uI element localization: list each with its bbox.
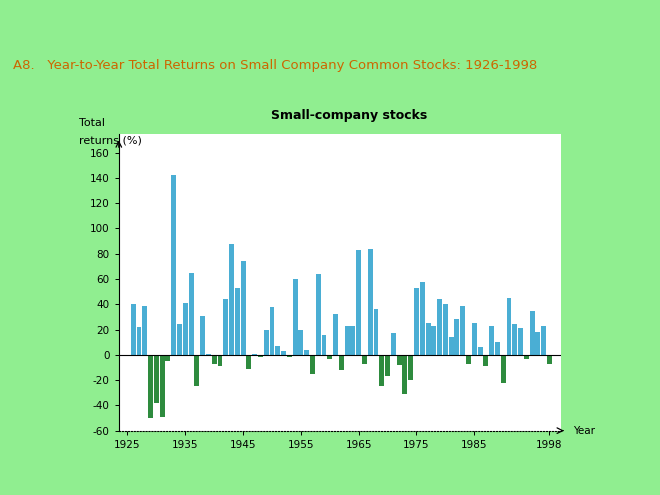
Bar [432,326,436,355]
Bar [403,355,407,394]
Bar [466,355,471,364]
Bar [339,355,344,370]
Text: A8.   Year-to-Year Total Returns on Small Company Common Stocks: 1926-1998: A8. Year-to-Year Total Returns on Small … [13,59,537,72]
Bar [547,355,552,364]
Text: Total: Total [79,118,105,128]
Bar [391,333,396,355]
Bar [223,299,228,355]
Bar [143,305,147,355]
Bar [310,355,315,374]
Bar [489,326,494,355]
Bar [529,310,535,355]
Bar [189,273,193,355]
Bar [535,332,541,355]
Bar [437,299,442,355]
Text: Year: Year [573,426,595,436]
Bar [269,307,275,355]
Bar [495,342,500,355]
Bar [171,175,176,355]
Bar [483,355,488,366]
Bar [362,355,367,364]
Bar [298,330,304,355]
Bar [443,304,448,355]
Bar [200,316,205,355]
Bar [350,326,355,355]
Bar [246,355,251,369]
Bar [137,327,141,355]
Bar [160,355,164,417]
Bar [183,303,187,355]
Bar [206,354,211,355]
Bar [512,325,517,355]
Bar [379,355,384,387]
Bar [148,355,153,418]
Bar [414,288,419,355]
Bar [218,355,222,366]
Bar [235,288,240,355]
Bar [449,337,453,355]
Bar [426,323,430,355]
Bar [131,304,136,355]
Bar [292,279,298,355]
Bar [258,355,263,357]
Bar [154,355,159,403]
Bar [229,244,234,355]
Bar [460,305,465,355]
Bar [368,248,373,355]
Bar [524,355,529,358]
Text: returns (%): returns (%) [79,136,142,146]
Bar [478,347,482,355]
Bar [385,355,390,376]
Bar [177,325,182,355]
Bar [420,282,425,355]
Bar [541,326,546,355]
Bar [518,328,523,355]
Bar [252,354,257,355]
Bar [304,350,309,355]
Bar [315,274,321,355]
Bar [501,355,506,383]
Bar [327,355,332,358]
Bar [212,355,216,364]
Bar [345,326,350,355]
Text: Small-company stocks: Small-company stocks [271,109,427,122]
Bar [241,261,246,355]
Bar [166,355,170,361]
Bar [281,351,286,355]
Bar [321,335,327,355]
Bar [275,346,280,355]
Bar [409,355,413,380]
Bar [333,314,338,355]
Bar [264,330,269,355]
Bar [287,355,292,357]
Bar [195,355,199,387]
Bar [397,355,401,365]
Bar [506,298,512,355]
Bar [472,323,477,355]
Bar [455,319,459,355]
Bar [356,250,361,355]
Bar [374,309,378,355]
